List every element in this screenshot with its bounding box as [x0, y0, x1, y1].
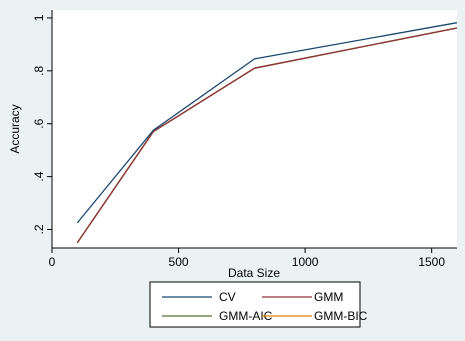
legend: CV GMM GMM-AIC GMM-BIC: [149, 281, 368, 328]
legend-box: [149, 281, 361, 328]
y-tick-label: .4: [32, 171, 46, 181]
y-tick-label: .6: [32, 118, 46, 128]
series-line-gmm: [76, 27, 458, 244]
x-axis-title: Data Size: [228, 266, 280, 280]
y-axis-title: Accuracy: [8, 104, 22, 153]
x-tick-label: 1500: [418, 255, 445, 269]
x-tick-label: 0: [49, 255, 56, 269]
lines-layer: [76, 22, 458, 244]
series-line-cv: [76, 22, 458, 224]
y-tick-label: .2: [32, 224, 46, 234]
legend-label-cv: CV: [219, 290, 236, 304]
x-tick-label: 500: [169, 255, 189, 269]
y-tick-label: .8: [32, 65, 46, 75]
legend-label-gmm: GMM: [314, 290, 343, 304]
x-ticks: 0 500 1000 1500: [49, 248, 445, 269]
plot-area: [52, 10, 457, 248]
x-tick-label: 1000: [292, 255, 319, 269]
y-tick-label: 1: [32, 14, 46, 21]
legend-label-gmm-aic: GMM-AIC: [219, 309, 273, 323]
legend-label-gmm-bic: GMM-BIC: [314, 309, 368, 323]
y-ticks: .2 .4 .6 .8 1: [32, 14, 52, 234]
